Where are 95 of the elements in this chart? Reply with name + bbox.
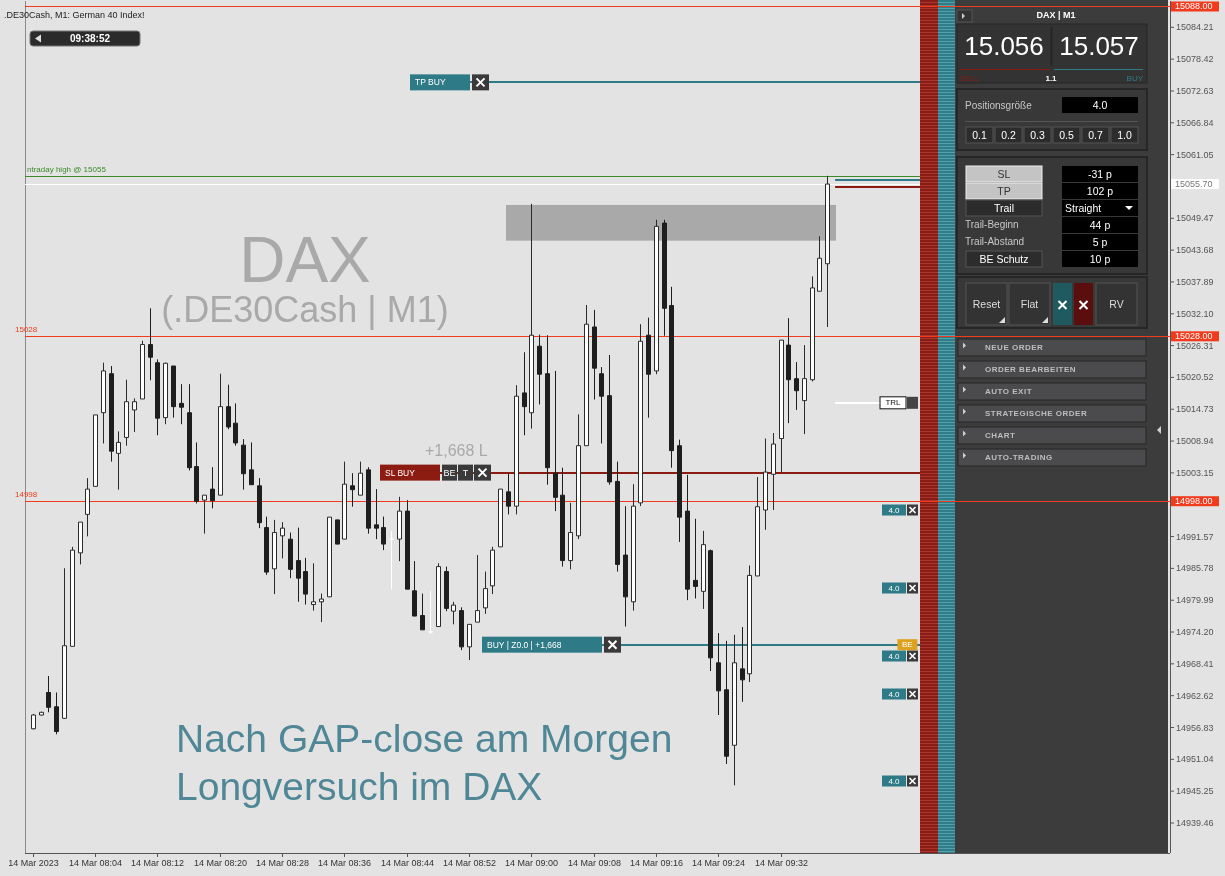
annotation: Reset [972,298,1001,310]
x-tick-label: 14 Mar 09:32 [754,858,809,868]
annotation: AUTO-TRADING [985,453,1053,462]
y-tick-label: 14962.62 [1176,690,1214,701]
annotation: 4.0 [1092,99,1108,111]
ref-line-label: TRL [885,398,902,408]
x-tick-label: 14 Mar 08:28 [255,858,310,868]
ref-line-label: BUY | Z0.0 | +1,668 [487,639,562,650]
text: .DE30Cash, M1: German 40 Index! [4,10,145,20]
y-tick-label: 15014.73 [1176,404,1214,415]
x-tick-label: 14 Mar 08:44 [380,858,435,868]
annotation: T [462,467,469,478]
annotation: 0.1 [972,129,987,141]
x-tick-label: 14 Mar 08:12 [130,858,185,868]
annotation: 4.0 [888,651,901,661]
y-tick-label: 15049.47 [1176,213,1214,224]
x-tick-label: 14 Mar 09:24 [691,858,746,868]
annotation: -31 p [1088,168,1113,180]
x-tick-label: 14 Mar 09:08 [567,858,622,868]
annotation: 0.2 [1001,129,1016,141]
y-tick-label: 15028.00 [1175,331,1213,342]
annotation: 0.3 [1030,129,1045,141]
annotation: 0.7 [1088,129,1103,141]
x-tick-label: 14 Mar 08:36 [317,858,372,868]
annotation: Trail [993,202,1015,214]
y-tick-label: 14998.00 [1175,496,1213,507]
y-tick-label: 15037.89 [1176,276,1214,287]
y-tick-label: 15055.70 [1175,179,1213,190]
y-tick-label: 15003.15 [1176,467,1214,478]
y-tick-label: 14956.83 [1176,722,1214,733]
x-tick-label: 14 Mar 08:20 [193,858,248,868]
y-tick-label: 15088.00 [1175,1,1213,12]
annotation: CHART [985,431,1016,440]
y-tick-label: 15061.05 [1176,149,1214,160]
x-tick-label: 14 Mar 09:16 [629,858,684,868]
y-tick-label: 14974.20 [1176,627,1214,638]
ref-line-label: TP BUY [415,77,446,88]
ref-line-label: ntraday high @ 15055 [27,165,107,175]
y-tick-label: 15084.21 [1176,22,1214,33]
annotation: 4.0 [888,583,901,593]
y-tick-label: 14979.99 [1176,595,1214,606]
y-tick-label: 15020.52 [1176,372,1214,383]
annotation: Positionsgröße [965,100,1033,111]
ref-line-label: 14998 [15,490,38,500]
annotation: TP [997,185,1011,197]
y-tick-label: 15078.42 [1176,54,1214,65]
y-tick-label: 14968.41 [1176,658,1214,669]
y-tick-label: 14945.25 [1176,786,1214,797]
annotation: 0.5 [1059,129,1074,141]
annotation: BE [902,640,913,650]
ref-line-label: 15028 [15,325,38,335]
y-tick-label: 14939.46 [1176,817,1214,828]
annotation: 09:38:52 [69,33,111,44]
x-tick-label: 14 Mar 08:04 [68,858,123,868]
y-tick-label: 15066.84 [1176,117,1214,128]
annotation: 5 p [1092,236,1108,248]
y-tick-label: 15032.10 [1176,308,1214,319]
annotation: BE Schutz [979,253,1029,265]
annotation: ORDER BEARBEITEN [985,365,1077,374]
annotation: 1.0 [1117,129,1132,141]
annotation: SELL [960,74,981,83]
y-tick-label: 14991.57 [1176,531,1214,542]
x-tick-label: 14 Mar 09:00 [504,858,559,868]
annotation: STRATEGISCHE ORDER [985,409,1088,418]
y-tick-label: 15072.63 [1176,85,1214,96]
y-tick-label: 14985.78 [1176,563,1214,574]
x-tick-label: 14 Mar 08:52 [442,858,497,868]
annotation: BUY [1126,74,1144,83]
annotation: 102 p [1086,185,1114,197]
annotation: DAX | M1 [1036,10,1076,20]
annotation: 4.0 [888,505,901,515]
annotation: NEUE ORDER [985,343,1044,352]
annotation: AUTO EXIT [985,387,1033,396]
annotation: 4.0 [888,689,901,699]
y-tick-label: 15026.31 [1176,340,1214,351]
annotation: 10 p [1089,253,1111,265]
annotation: Flat [1020,298,1039,310]
annotation: 1.1 [1045,74,1058,83]
y-tick-label: 14951.04 [1176,754,1214,765]
annotation: 15.056 [964,31,1044,61]
annotation: Straight [1065,202,1102,214]
annotation: 15.057 [1059,31,1139,61]
annotation: +1,668 L [425,442,488,459]
y-tick-label: 15043.68 [1176,245,1214,256]
annotation: 4.0 [888,776,901,786]
ref-line-label: SL BUY [385,467,416,478]
annotation: SL [997,168,1011,180]
annotation: 44 p [1089,219,1111,231]
annotation: RV [1109,298,1124,310]
annotation: Trail-Abstand [965,236,1025,247]
y-tick-label: 15008.94 [1176,436,1214,447]
annotation: Trail-Beginn [965,219,1019,230]
x-tick-label: 14 Mar 2023 [8,858,59,868]
annotation: Nach GAP-close am Morgen [176,717,673,760]
annotation: Longversuch im DAX [176,765,543,808]
